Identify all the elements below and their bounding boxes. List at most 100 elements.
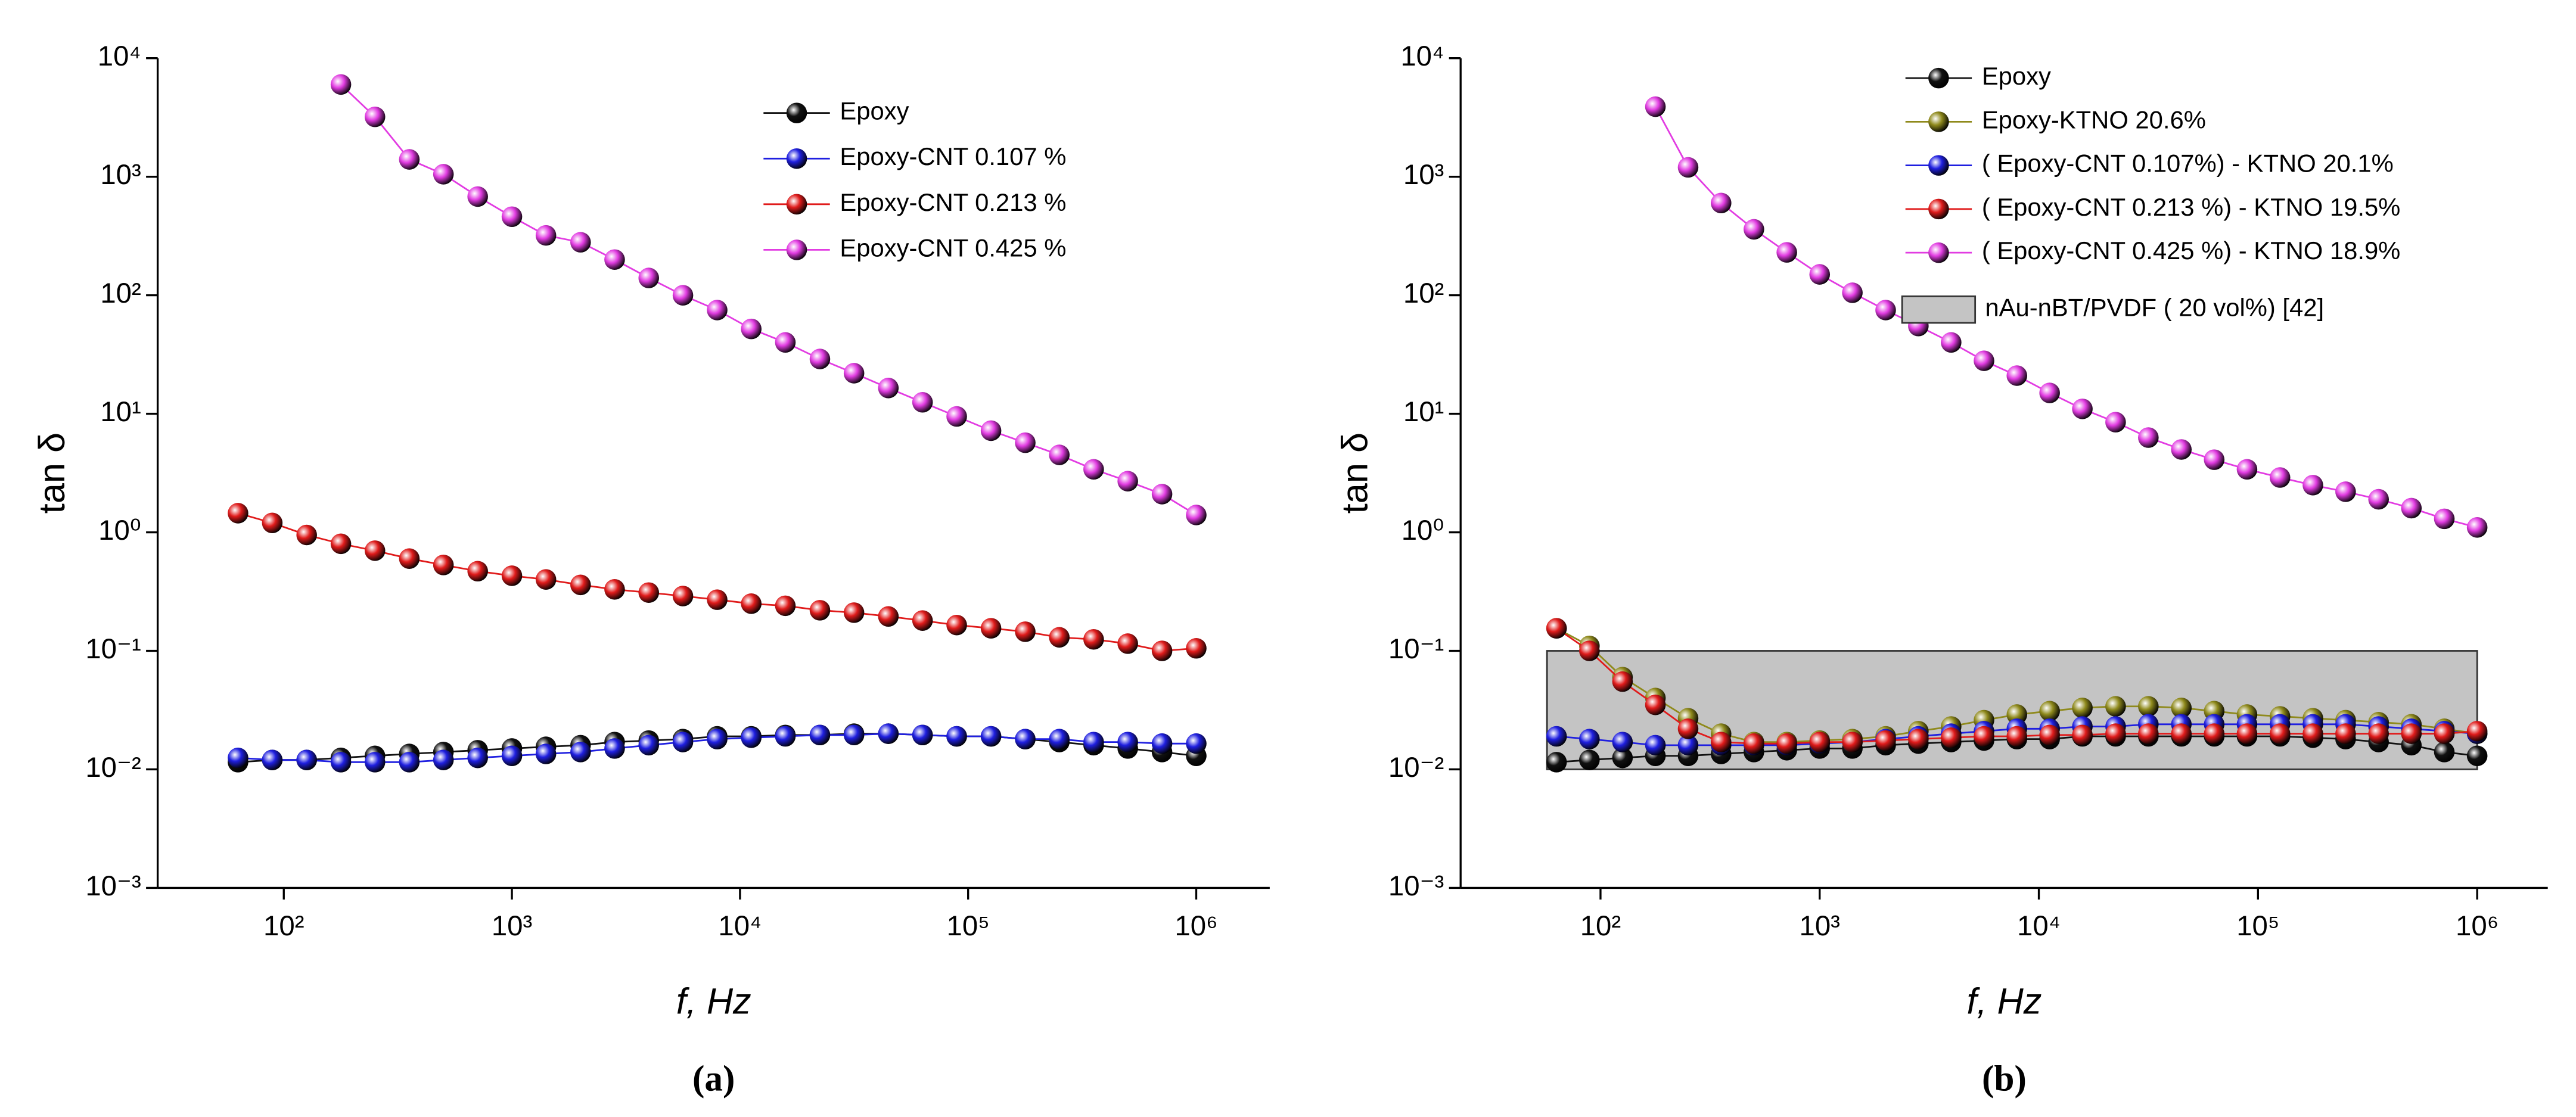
data-point [2302, 723, 2323, 744]
data-point [433, 164, 454, 185]
data-point [809, 349, 831, 369]
data-point [2072, 399, 2093, 419]
panel-label: (b) [1982, 1058, 2027, 1099]
data-point [2269, 467, 2291, 488]
data-point [672, 732, 694, 752]
legend-label: Epoxy-CNT 0.107 % [840, 142, 1066, 170]
data-point [1049, 729, 1070, 749]
data-point [672, 586, 694, 606]
data-point [638, 582, 659, 603]
data-point [2302, 475, 2323, 496]
legend-label: Epoxy-CNT 0.425 % [840, 234, 1066, 262]
legend-marker [1928, 111, 1949, 132]
data-point [1677, 157, 1699, 178]
data-point [364, 540, 386, 561]
data-point [1711, 192, 1732, 214]
data-point [2105, 412, 2126, 433]
data-point [1151, 733, 1173, 754]
data-point [1083, 459, 1104, 480]
data-point [296, 749, 317, 770]
data-point [1744, 733, 1764, 754]
data-point [1579, 729, 1600, 749]
data-point [1776, 733, 1797, 754]
data-point [1186, 638, 1207, 659]
x-tick-label: 10⁶ [2456, 910, 2499, 942]
x-axis-label: f, Hz [1966, 981, 2041, 1022]
data-point [775, 332, 796, 353]
data-point [433, 749, 454, 770]
data-point [2236, 723, 2258, 744]
y-tick-label: 10³ [1403, 159, 1444, 191]
legend-marker [1928, 155, 1949, 176]
data-point [2171, 723, 2192, 744]
legend-marker [786, 239, 807, 260]
data-point [1546, 726, 1567, 747]
data-point [2466, 517, 2488, 538]
data-point [2434, 723, 2455, 744]
data-point [2171, 439, 2192, 460]
data-point [604, 249, 625, 270]
data-point [2335, 481, 2356, 502]
data-point [741, 318, 762, 340]
data-point [1875, 730, 1896, 751]
x-tick-label: 10⁵ [2236, 910, 2279, 942]
data-point [980, 420, 1002, 441]
y-tick-label: 10⁴ [98, 41, 141, 72]
data-point [1546, 752, 1567, 773]
y-tick-label: 10⁻³ [1388, 870, 1444, 902]
data-point [2072, 724, 2093, 746]
data-point [1049, 444, 1070, 465]
data-point [878, 723, 899, 744]
legend-label: ( Epoxy-CNT 0.213 %) - KTNO 19.5% [1982, 193, 2401, 221]
y-tick-label: 10⁻³ [85, 870, 141, 902]
data-point [1677, 718, 1699, 739]
data-point [2072, 698, 2093, 718]
data-point [228, 503, 248, 524]
data-point [467, 561, 488, 582]
legend-label: Epoxy [1982, 62, 2051, 90]
y-tick-label: 10⁰ [98, 515, 141, 546]
y-tick-label: 10⁻¹ [1388, 633, 1444, 665]
data-point [2138, 723, 2159, 744]
data-point [364, 106, 386, 127]
y-tick-label: 10⁻² [85, 752, 141, 783]
data-point [638, 735, 659, 756]
x-tick-label: 10⁵ [947, 910, 990, 942]
data-point [1974, 726, 1994, 747]
data-point [2335, 723, 2356, 744]
y-tick-label: 10³ [100, 159, 141, 191]
data-point [262, 749, 283, 770]
legend-marker [1928, 242, 1949, 263]
data-point [707, 589, 728, 610]
y-tick-label: 10² [1403, 278, 1444, 309]
data-point [467, 186, 488, 207]
y-tick-label: 10⁻¹ [85, 633, 141, 665]
data-point [262, 512, 283, 534]
data-point [2401, 723, 2422, 744]
data-point [741, 593, 762, 614]
legend-label: ( Epoxy-CNT 0.425 %) - KTNO 18.9% [1982, 237, 2401, 265]
data-point [570, 574, 591, 596]
data-point [1612, 747, 1633, 768]
data-point [2204, 723, 2225, 744]
data-point [330, 533, 352, 555]
data-point [2368, 489, 2389, 510]
data-point [2466, 721, 2488, 742]
legend-marker [786, 194, 807, 215]
legend-label: ( Epoxy-CNT 0.107%) - KTNO 20.1% [1982, 150, 2394, 178]
data-point [1015, 729, 1036, 749]
data-point [1612, 732, 1633, 752]
data-point [2466, 745, 2488, 767]
data-point [399, 548, 420, 569]
x-tick-label: 10⁴ [2017, 910, 2061, 942]
data-point [433, 555, 454, 575]
data-point [501, 206, 523, 228]
y-tick-label: 10⁰ [1402, 515, 1444, 546]
data-point [330, 752, 352, 773]
y-tick-label: 10² [100, 278, 141, 309]
y-tick-label: 10⁴ [1400, 41, 1444, 72]
data-point [399, 149, 420, 170]
data-point [2138, 696, 2159, 717]
